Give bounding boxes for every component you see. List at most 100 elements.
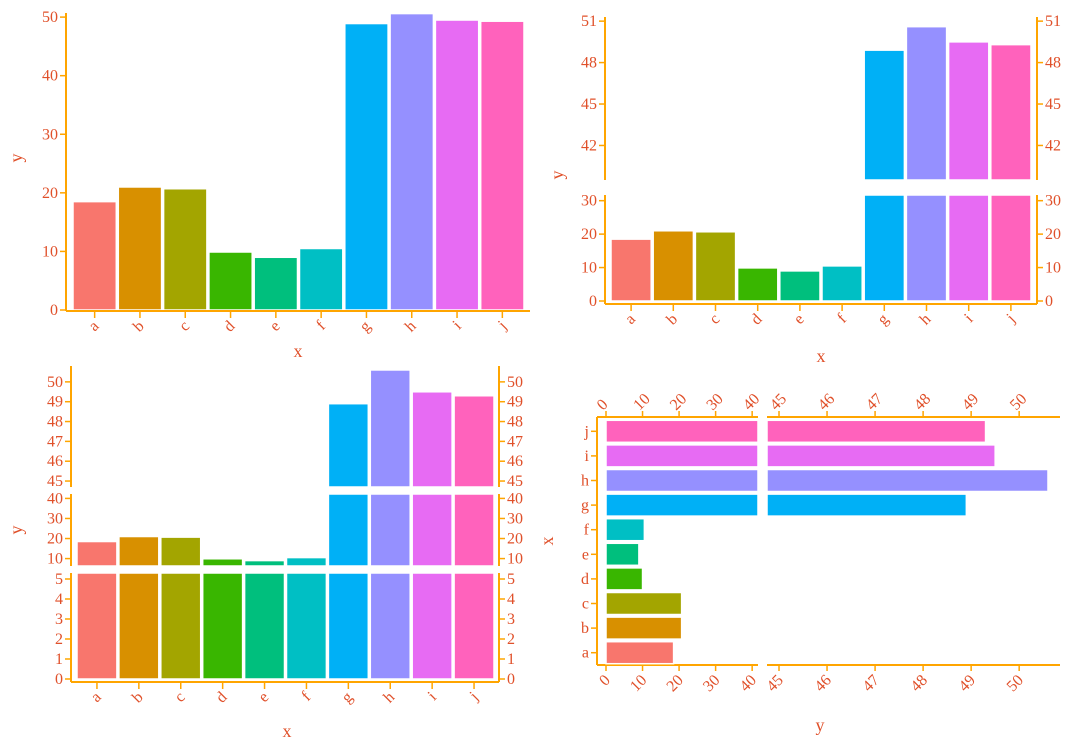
y-tick-label-top: 40 bbox=[740, 390, 763, 413]
x-tick-label: g bbox=[339, 689, 357, 707]
y-tick-label-top: 30 bbox=[703, 390, 726, 413]
bar-d bbox=[208, 251, 253, 311]
x-tick-label: g bbox=[874, 311, 892, 329]
y-tick-label: 48 bbox=[581, 55, 597, 72]
x-tick-label: g bbox=[581, 497, 589, 514]
bar-d bbox=[201, 558, 244, 567]
bar-b bbox=[117, 186, 163, 311]
bar-d bbox=[736, 267, 779, 302]
bar-h bbox=[905, 194, 948, 302]
x-tick-label: b bbox=[663, 311, 681, 329]
y-tick-label: 50 bbox=[42, 9, 58, 26]
y-tick-label-top: 46 bbox=[815, 390, 838, 413]
bar-i bbox=[411, 391, 453, 488]
bar-a bbox=[610, 238, 652, 302]
chart-panel-1: 0 10 20 30 40 50 a b c d e f g h i j x y bbox=[6, 9, 530, 361]
y-tick-label-right: 1 bbox=[507, 651, 515, 668]
x-axis-title: x bbox=[283, 721, 292, 741]
bar-g bbox=[327, 402, 370, 488]
y-tick-label-right: 45 bbox=[1045, 96, 1061, 113]
y-tick-label-right: 51 bbox=[1045, 13, 1061, 30]
x-tick-label: a bbox=[88, 689, 105, 706]
y-tick-label-right: 10 bbox=[1045, 260, 1061, 277]
bar-f bbox=[605, 517, 646, 542]
bar-e bbox=[605, 542, 640, 567]
y-tick-label: 48 bbox=[47, 414, 63, 431]
bar-g bbox=[863, 49, 906, 181]
bar-h bbox=[369, 572, 411, 680]
y-tick-label: 46 bbox=[47, 453, 63, 470]
x-tick-label: i bbox=[961, 310, 977, 326]
y-tick-label-right: 0 bbox=[1045, 293, 1053, 310]
y-tick-label-bottom: 49 bbox=[956, 672, 979, 695]
y-tick-label: 4 bbox=[55, 591, 63, 608]
y-tick-label-right: 2 bbox=[507, 631, 515, 648]
bar-e bbox=[253, 256, 299, 311]
y-tick-label: 47 bbox=[47, 433, 63, 450]
bar-j bbox=[453, 395, 495, 488]
y-tick-label-right: 49 bbox=[507, 394, 523, 411]
y-tick-label: 20 bbox=[47, 531, 63, 548]
bar-i bbox=[947, 194, 990, 302]
y-tick-label-top: 48 bbox=[911, 390, 934, 413]
bar-d bbox=[201, 572, 244, 680]
bar-b bbox=[118, 535, 160, 567]
x-tick-label: i bbox=[425, 688, 441, 704]
bar-e bbox=[779, 270, 821, 302]
chart-panel-2: 0 0 10 10 20 20 30 30 42 42 45 45 48 48 51 51 a b c d e f g h i j… bbox=[547, 13, 1061, 366]
x-tick-label: j bbox=[584, 423, 589, 440]
x-tick-label: g bbox=[357, 318, 375, 336]
y-tick-label-bottom: 10 bbox=[627, 672, 650, 695]
bar-j bbox=[990, 194, 1032, 302]
bar-h bbox=[905, 25, 948, 181]
x-tick-label: j bbox=[466, 689, 482, 705]
x-axis-title: x bbox=[294, 341, 303, 361]
x-tick-label: b bbox=[581, 620, 589, 637]
y-tick-label: 30 bbox=[47, 510, 63, 527]
y-tick-label: 1 bbox=[55, 651, 63, 668]
x-tick-label: e bbox=[255, 689, 272, 706]
bar-h bbox=[389, 12, 435, 311]
y-tick-label-right: 5 bbox=[507, 571, 515, 588]
y-tick-label-right: 0 bbox=[507, 671, 515, 688]
y-tick-label: 0 bbox=[589, 293, 597, 310]
y-axis-title: y bbox=[6, 154, 26, 163]
y-tick-label-right: 20 bbox=[507, 531, 523, 548]
bar-i bbox=[766, 444, 996, 468]
bar-f bbox=[298, 247, 344, 311]
x-tick-label: i bbox=[585, 448, 590, 465]
bar-g bbox=[344, 22, 389, 311]
y-tick-label-bottom: 47 bbox=[860, 672, 883, 695]
y-tick-label-top: 0 bbox=[594, 396, 612, 414]
y-tick-label-bottom: 48 bbox=[908, 672, 931, 695]
y-tick-label-right: 30 bbox=[507, 510, 523, 527]
bar-b bbox=[118, 572, 160, 680]
y-tick-label-bottom: 20 bbox=[664, 672, 687, 695]
y-tick-label-right: 42 bbox=[1045, 137, 1061, 154]
y-tick-label-right: 3 bbox=[507, 611, 515, 628]
y-tick-label-right: 4 bbox=[507, 591, 515, 608]
chart-panel-4: abcdefghij001010202030304040454546464747… bbox=[537, 390, 1060, 735]
y-tick-label: 40 bbox=[42, 68, 58, 85]
bar-j bbox=[453, 493, 495, 567]
x-tick-label: e bbox=[582, 546, 589, 563]
y-tick-label-right: 20 bbox=[1045, 226, 1061, 243]
bar-c bbox=[694, 231, 737, 302]
x-tick-label: b bbox=[130, 318, 148, 336]
bar-c bbox=[160, 536, 202, 567]
bar-d bbox=[605, 567, 644, 591]
bar-a bbox=[72, 200, 118, 311]
bar-h bbox=[766, 468, 1049, 493]
x-tick-label: a bbox=[622, 311, 639, 328]
x-tick-label: a bbox=[582, 645, 589, 662]
y-tick-label: 45 bbox=[581, 96, 597, 113]
bar-h bbox=[369, 493, 411, 567]
x-tick-label: d bbox=[213, 689, 231, 707]
x-tick-label: j bbox=[1003, 311, 1019, 327]
y-tick-label-top: 50 bbox=[1007, 390, 1030, 413]
x-tick-label: d bbox=[748, 311, 766, 329]
x-axis-title: x bbox=[817, 346, 826, 366]
y-tick-label-right: 30 bbox=[1045, 193, 1061, 210]
